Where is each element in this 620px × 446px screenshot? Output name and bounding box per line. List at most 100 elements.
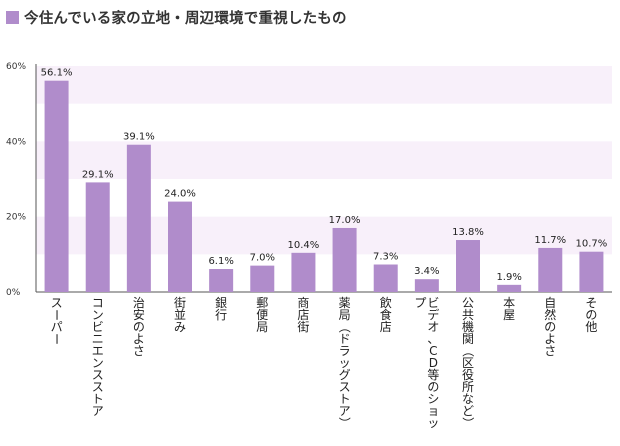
data-label: 10.4% xyxy=(288,240,320,251)
svg-text:エ: エ xyxy=(92,344,104,358)
svg-text:ッ: ッ xyxy=(427,416,439,430)
chart-title-row: 今住んでいる家の立地・周辺環境で重視したもの xyxy=(6,6,347,28)
svg-text:商: 商 xyxy=(297,295,309,310)
svg-text:プ: プ xyxy=(414,296,426,310)
svg-text:店: 店 xyxy=(380,320,392,334)
svg-text:屋: 屋 xyxy=(503,308,515,322)
svg-text:並: 並 xyxy=(174,308,186,322)
svg-text:ョ: ョ xyxy=(427,404,439,418)
svg-text:本: 本 xyxy=(503,296,515,310)
svg-text:ド: ド xyxy=(339,332,351,346)
svg-text:ス: ス xyxy=(51,296,63,310)
svg-text:の: の xyxy=(544,320,556,334)
category-label: 郵便局 xyxy=(256,296,268,334)
svg-text:局: 局 xyxy=(256,320,268,334)
data-label: 24.0% xyxy=(164,189,196,200)
category-label: 銀行 xyxy=(215,296,227,322)
svg-text:飲: 飲 xyxy=(380,295,392,310)
svg-text:ッ: ッ xyxy=(339,356,351,370)
svg-text:ビ: ビ xyxy=(92,320,104,334)
data-label: 1.9% xyxy=(496,272,521,283)
bar xyxy=(168,201,192,292)
svg-text:さ: さ xyxy=(133,344,145,358)
svg-text:公: 公 xyxy=(462,296,474,310)
svg-text:食: 食 xyxy=(380,307,392,322)
svg-text:み: み xyxy=(174,320,186,334)
svg-text:C: C xyxy=(429,344,437,358)
svg-text:ン: ン xyxy=(92,308,104,322)
svg-text:そ: そ xyxy=(585,296,597,310)
data-label: 7.3% xyxy=(373,252,398,263)
svg-text:ス: ス xyxy=(339,380,351,394)
bar xyxy=(209,269,234,292)
svg-text:パ: パ xyxy=(51,320,63,334)
svg-text:ど: ど xyxy=(462,404,474,418)
svg-text:便: 便 xyxy=(256,308,268,322)
background-band xyxy=(36,66,612,104)
svg-text:街: 街 xyxy=(174,296,186,310)
bar xyxy=(497,284,522,292)
bar xyxy=(373,264,398,292)
svg-text:D: D xyxy=(429,356,438,370)
bar xyxy=(85,182,110,292)
svg-text:安: 安 xyxy=(133,307,145,322)
svg-text:然: 然 xyxy=(544,307,556,322)
background-band xyxy=(36,141,612,179)
svg-text:他: 他 xyxy=(585,320,597,334)
svg-text:機: 機 xyxy=(462,319,474,334)
svg-text:銀: 銀 xyxy=(215,296,227,310)
svg-text:治: 治 xyxy=(133,296,145,310)
data-label: 56.1% xyxy=(41,68,73,79)
svg-text:ビ: ビ xyxy=(427,296,439,310)
svg-text:さ: さ xyxy=(544,344,556,358)
svg-text:コ: コ xyxy=(92,296,104,310)
data-label: 13.8% xyxy=(452,227,484,238)
svg-text:の: の xyxy=(585,308,597,322)
svg-text:な: な xyxy=(462,392,474,406)
y-tick-label: 0% xyxy=(6,288,21,298)
svg-text:ト: ト xyxy=(92,392,104,406)
svg-text:薬: 薬 xyxy=(339,296,351,310)
bar xyxy=(332,227,357,292)
svg-text:よ: よ xyxy=(133,332,145,346)
svg-text:区: 区 xyxy=(462,356,474,370)
bar xyxy=(579,251,604,292)
svg-text:ニ: ニ xyxy=(92,332,104,346)
svg-text:の: の xyxy=(133,320,145,334)
data-label: 6.1% xyxy=(208,256,233,267)
svg-text:関: 関 xyxy=(462,332,474,346)
svg-text:グ: グ xyxy=(339,368,351,382)
bar xyxy=(538,247,563,292)
data-label: 3.4% xyxy=(414,266,439,277)
bar xyxy=(456,240,480,292)
svg-text:店: 店 xyxy=(297,308,309,322)
y-tick-label: 20% xyxy=(6,213,26,223)
svg-text:所: 所 xyxy=(462,380,474,394)
category-label: 街並み xyxy=(174,296,186,334)
data-label: 7.0% xyxy=(250,253,275,264)
svg-text:デ: デ xyxy=(427,307,439,322)
svg-text:等: 等 xyxy=(427,368,439,382)
svg-text:自: 自 xyxy=(544,296,556,310)
data-label: 39.1% xyxy=(123,132,155,143)
title-marker-square xyxy=(6,10,19,24)
data-label: 29.1% xyxy=(82,169,114,180)
svg-text:（: （ xyxy=(461,345,475,357)
data-label: 10.7% xyxy=(576,239,608,250)
svg-text:ン: ン xyxy=(92,356,104,370)
svg-text:街: 街 xyxy=(297,320,309,334)
svg-text:）: ） xyxy=(461,417,475,429)
svg-text:シ: シ xyxy=(427,392,439,406)
svg-text:ア: ア xyxy=(339,404,351,418)
svg-text:）: ） xyxy=(338,417,352,429)
bar xyxy=(291,252,316,292)
bar xyxy=(126,144,151,292)
y-tick-label: 60% xyxy=(6,62,26,72)
